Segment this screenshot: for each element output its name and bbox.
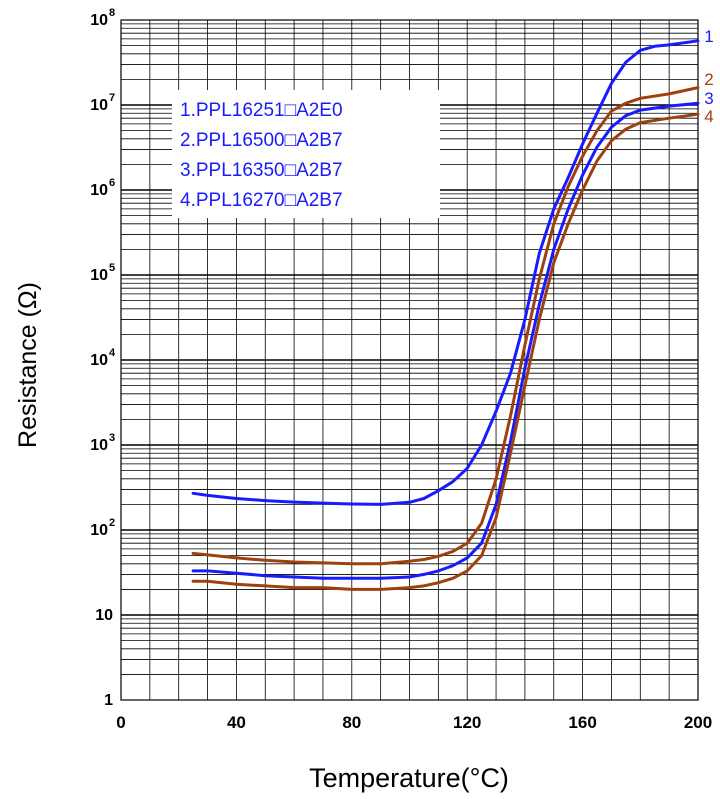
- x-tick-label: 80: [342, 713, 361, 732]
- y-tick-base: 10: [90, 352, 108, 369]
- y-tick-base: 10: [90, 267, 108, 284]
- y-tick-label: 10 2: [90, 517, 115, 539]
- y-tick-exponent: 4: [109, 347, 116, 359]
- x-tick-label: 40: [227, 713, 246, 732]
- y-tick-label: 10 4: [90, 347, 116, 369]
- y-tick-label: 10 7: [90, 92, 115, 114]
- legend-entry: 1.PPL16251□A2E0: [180, 100, 343, 121]
- y-tick-base: 10: [90, 522, 108, 539]
- series-layer: [191, 39, 700, 591]
- y-tick-exponent: 8: [109, 7, 115, 19]
- x-tick-label: 120: [453, 713, 481, 732]
- x-tick-label: 200: [684, 713, 712, 732]
- y-tick-label: 10 8: [90, 7, 115, 29]
- y-tick-label: 10 5: [90, 262, 115, 284]
- legend: 1.PPL16251□A2E0 2.PPL16500□A2B7 3.PPL16350…: [172, 90, 440, 218]
- y-tick-base: 10: [90, 97, 108, 114]
- y-tick-exponent: 6: [109, 177, 115, 189]
- series-end-label-4: 4: [704, 107, 713, 126]
- legend-entry: 2.PPL16500□A2B7: [180, 130, 343, 151]
- x-tick-label: 0: [116, 713, 125, 732]
- y-tick-label: 1: [104, 692, 113, 709]
- legend-entry: 4.PPL16270□A2B7: [180, 190, 343, 211]
- series-end-label-2: 2: [704, 70, 713, 89]
- y-tick-exponent: 3: [109, 432, 115, 444]
- series-end-labels: 1 234: [704, 27, 713, 126]
- legend-entry: 3.PPL16350□A2B7: [180, 160, 343, 181]
- y-axis-title: Resistance (Ω): [14, 282, 42, 448]
- series-line-2: [191, 86, 700, 566]
- series-end-label-1: 1: [704, 27, 713, 46]
- series-line-4: [191, 112, 700, 591]
- y-tick-base: 10: [90, 437, 108, 454]
- x-tick-label: 160: [568, 713, 596, 732]
- y-tick-exponent: 5: [109, 262, 115, 274]
- series-line-1: [191, 39, 700, 506]
- y-tick-base: 10: [90, 12, 108, 29]
- y-tick-base: 10: [90, 182, 108, 199]
- y-tick-base: 10: [95, 607, 113, 624]
- series-end-label-3: 3: [704, 89, 713, 108]
- y-tick-label: 10 6: [90, 177, 115, 199]
- y-tick-base: 1: [104, 692, 113, 709]
- series-line-3: [191, 101, 700, 580]
- y-tick-label: 10 3: [90, 432, 115, 454]
- y-tick-exponent: 2: [109, 517, 115, 529]
- y-tick-exponent: 7: [109, 92, 115, 104]
- x-axis-title: Temperature(°C): [309, 763, 509, 793]
- y-tick-label: 10: [95, 607, 113, 624]
- legend-background: [172, 90, 440, 218]
